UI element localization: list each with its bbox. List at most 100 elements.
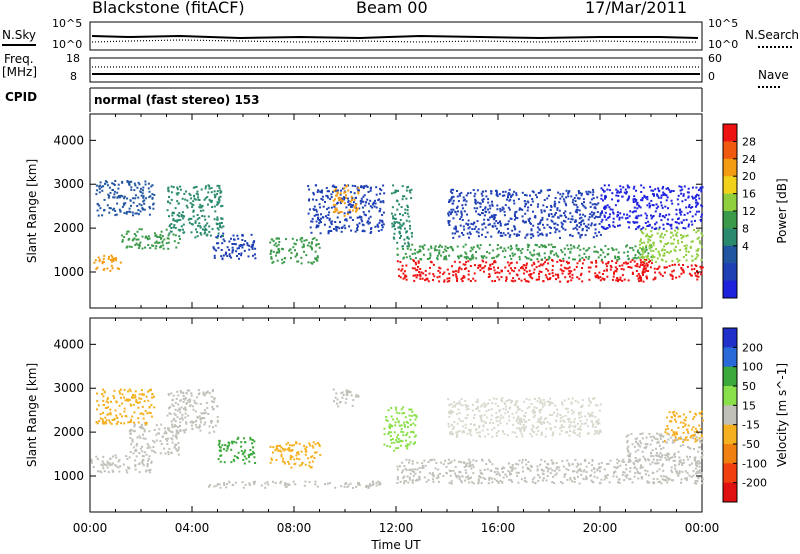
data-cell [353,198,356,201]
data-cell [491,463,494,466]
data-cell [567,411,570,413]
data-cell [391,438,394,441]
data-cell [551,264,554,267]
data-cell [288,462,291,465]
data-cell [473,195,476,198]
data-cell [542,262,545,265]
data-cell [126,180,129,182]
data-cell [236,255,238,257]
data-cell [112,183,115,185]
data-cell [634,460,637,462]
data-cell [531,410,534,413]
data-cell [432,263,435,266]
data-cell [567,217,570,220]
data-cell [663,440,666,443]
data-cell [573,476,576,479]
data-cell [697,236,700,239]
data-cell [655,207,658,210]
data-cell [379,481,382,484]
data-cell [681,470,684,473]
data-cell [595,420,598,423]
data-cell [698,471,701,474]
data-cell [612,275,615,278]
data-cell [427,280,430,283]
data-cell [346,391,349,394]
data-cell [617,200,620,203]
data-cell [600,478,603,481]
data-cell [138,426,141,428]
data-cell [581,262,584,265]
data-cell [169,224,171,227]
data-cell [669,236,672,239]
data-cell [195,228,197,231]
data-cell [246,244,249,247]
data-cell [497,266,500,269]
data-cell [413,441,416,444]
data-cell [428,266,431,269]
data-cell [248,244,251,247]
data-cell [469,432,472,435]
data-cell [176,219,179,222]
data-cell [163,432,166,435]
data-cell [446,247,449,249]
data-cell [360,197,363,200]
data-cell [220,205,222,208]
data-cell [564,407,567,410]
data-cell [631,481,634,484]
data-cell [139,436,142,439]
noise-panel-frame [89,21,703,51]
data-cell [676,433,679,436]
data-cell [680,237,683,240]
data-cell [372,482,375,485]
data-cell [612,221,615,224]
data-cell [567,248,570,250]
data-cell [592,213,595,216]
data-cell [590,224,593,227]
data-cell [657,454,660,457]
data-cell [507,410,509,413]
data-cell [416,468,419,471]
data-cell [679,421,682,424]
data-cell [170,230,173,233]
y-tick-label: 4000 [53,133,84,147]
data-cell [650,189,653,192]
data-cell [665,243,668,246]
data-cell [143,451,146,454]
data-cell [475,210,477,213]
data-cell [657,440,660,443]
data-cell [496,195,499,198]
data-cell [448,481,451,484]
data-cell [245,457,248,460]
data-cell [692,426,695,429]
data-cell [148,237,151,240]
data-cell [138,203,141,206]
data-cell [562,426,565,428]
data-cell [128,466,130,469]
data-cell [225,251,228,254]
data-cell [160,423,163,426]
data-cell [480,255,483,258]
data-cell [300,463,303,466]
data-cell [683,245,686,248]
data-cell [328,219,331,222]
data-cell [537,430,540,432]
data-cell [671,471,674,474]
data-cell [230,256,233,259]
data-cell [642,232,645,235]
data-cell [448,224,451,226]
data-cell [138,243,141,246]
data-cell [593,250,596,253]
data-cell [640,241,643,244]
data-cell [577,244,580,247]
data-cell [656,194,659,197]
data-cell [499,224,502,227]
data-cell [401,264,404,267]
data-cell [460,213,463,216]
data-cell [185,402,188,405]
data-cell [138,471,141,474]
data-cell [159,452,162,455]
data-cell [484,265,487,268]
data-cell [387,433,390,435]
data-cell [627,258,630,261]
data-cell [639,467,642,469]
